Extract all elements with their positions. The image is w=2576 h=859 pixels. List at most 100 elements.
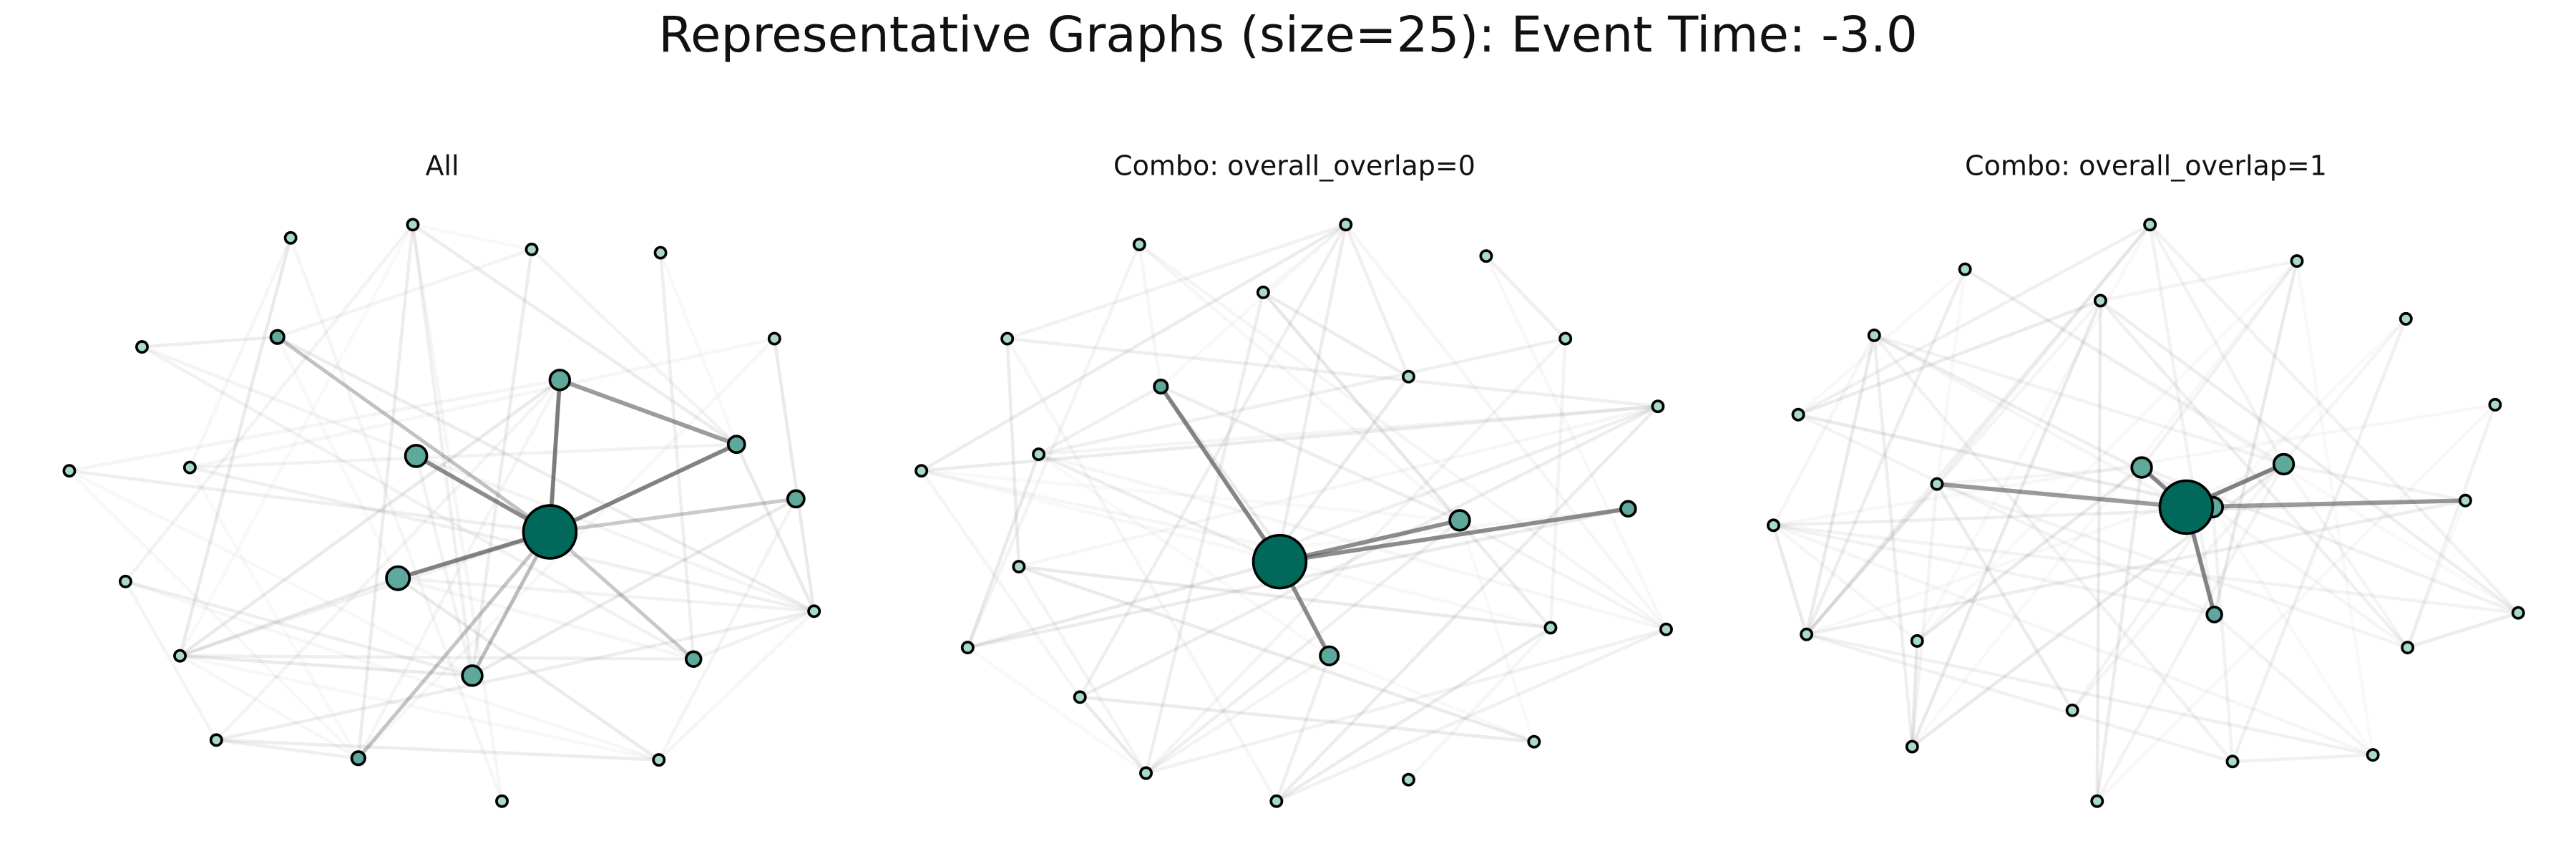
edge [1772, 523, 1919, 643]
edge [140, 335, 280, 349]
edge [1159, 384, 1462, 523]
edge [2099, 299, 2520, 615]
edge [2282, 462, 2467, 503]
node [1269, 794, 1284, 808]
edge [530, 248, 738, 447]
edge [547, 442, 739, 535]
panel-title: Combo: overall_overlap=0 [1113, 150, 1475, 182]
node [2401, 641, 2415, 655]
edge [1872, 334, 1914, 749]
edge [2212, 507, 2373, 754]
node [62, 464, 77, 478]
edge [188, 465, 816, 613]
edge [2212, 613, 2375, 757]
edge [1144, 518, 1462, 775]
edge [691, 609, 816, 661]
edge [178, 654, 361, 760]
edge [1158, 384, 1282, 564]
edge [1910, 299, 2102, 749]
node [135, 340, 149, 354]
node [1791, 407, 1805, 422]
graph-panel [62, 218, 821, 808]
edge [1005, 336, 1660, 409]
edge [2095, 462, 2285, 803]
node [684, 650, 703, 668]
edge [275, 335, 816, 613]
edge [1144, 291, 1265, 775]
edge [919, 223, 1348, 473]
node [1402, 369, 1415, 384]
edge [178, 654, 661, 762]
edge [1262, 223, 1348, 294]
edge [1017, 565, 1553, 630]
edge [1017, 565, 1148, 775]
node [1619, 500, 1637, 518]
edge [1274, 404, 1660, 803]
edge [288, 236, 504, 803]
node [2399, 311, 2413, 326]
node [2225, 754, 2240, 769]
edge [178, 236, 293, 658]
edge [178, 654, 474, 678]
node [2290, 254, 2304, 268]
node [522, 504, 578, 560]
edge [1138, 243, 1668, 631]
edge [178, 378, 562, 658]
edges [1772, 223, 2520, 803]
edge [124, 579, 218, 742]
node [2093, 293, 2107, 308]
node [1012, 560, 1026, 574]
edge [1278, 223, 1348, 550]
edges [919, 223, 1668, 803]
nodes [914, 218, 1673, 808]
node [1958, 262, 1972, 276]
edge [1935, 482, 2409, 649]
node [118, 574, 132, 588]
node [1479, 249, 1493, 263]
edge [734, 442, 816, 613]
edge [356, 223, 415, 760]
edge [2406, 403, 2497, 649]
edge [1144, 627, 1668, 775]
edge [1278, 374, 1410, 550]
edge [1805, 334, 1876, 636]
edge [1805, 482, 1939, 636]
node [1402, 772, 1415, 787]
edge [411, 223, 504, 803]
edges [67, 223, 816, 803]
edge [919, 469, 1553, 630]
edge [1458, 518, 1668, 631]
node [1800, 627, 1814, 641]
edge [1017, 565, 1536, 744]
edge [1484, 254, 1568, 341]
edge [2230, 753, 2375, 764]
edge [1262, 291, 1410, 379]
node [1256, 286, 1270, 299]
edge [1277, 506, 1631, 564]
node [1543, 621, 1558, 635]
edge [2070, 505, 2215, 712]
panel-title: All [425, 150, 459, 182]
edge [140, 345, 696, 661]
node [1867, 329, 1881, 342]
edge [1548, 336, 1568, 630]
edge [396, 576, 696, 661]
node [461, 664, 484, 687]
node [209, 733, 223, 747]
edge [919, 469, 1082, 699]
edge [1017, 404, 1660, 568]
edge [396, 576, 661, 762]
node [653, 246, 668, 260]
node [350, 750, 366, 767]
edge [658, 251, 696, 661]
node [960, 641, 975, 655]
graph-panel [914, 218, 1673, 808]
nodes [1766, 218, 2525, 808]
edge [1963, 267, 2285, 466]
node [1448, 509, 1471, 532]
edge [1037, 452, 1282, 563]
edge [1037, 452, 1668, 631]
edge [214, 738, 661, 762]
